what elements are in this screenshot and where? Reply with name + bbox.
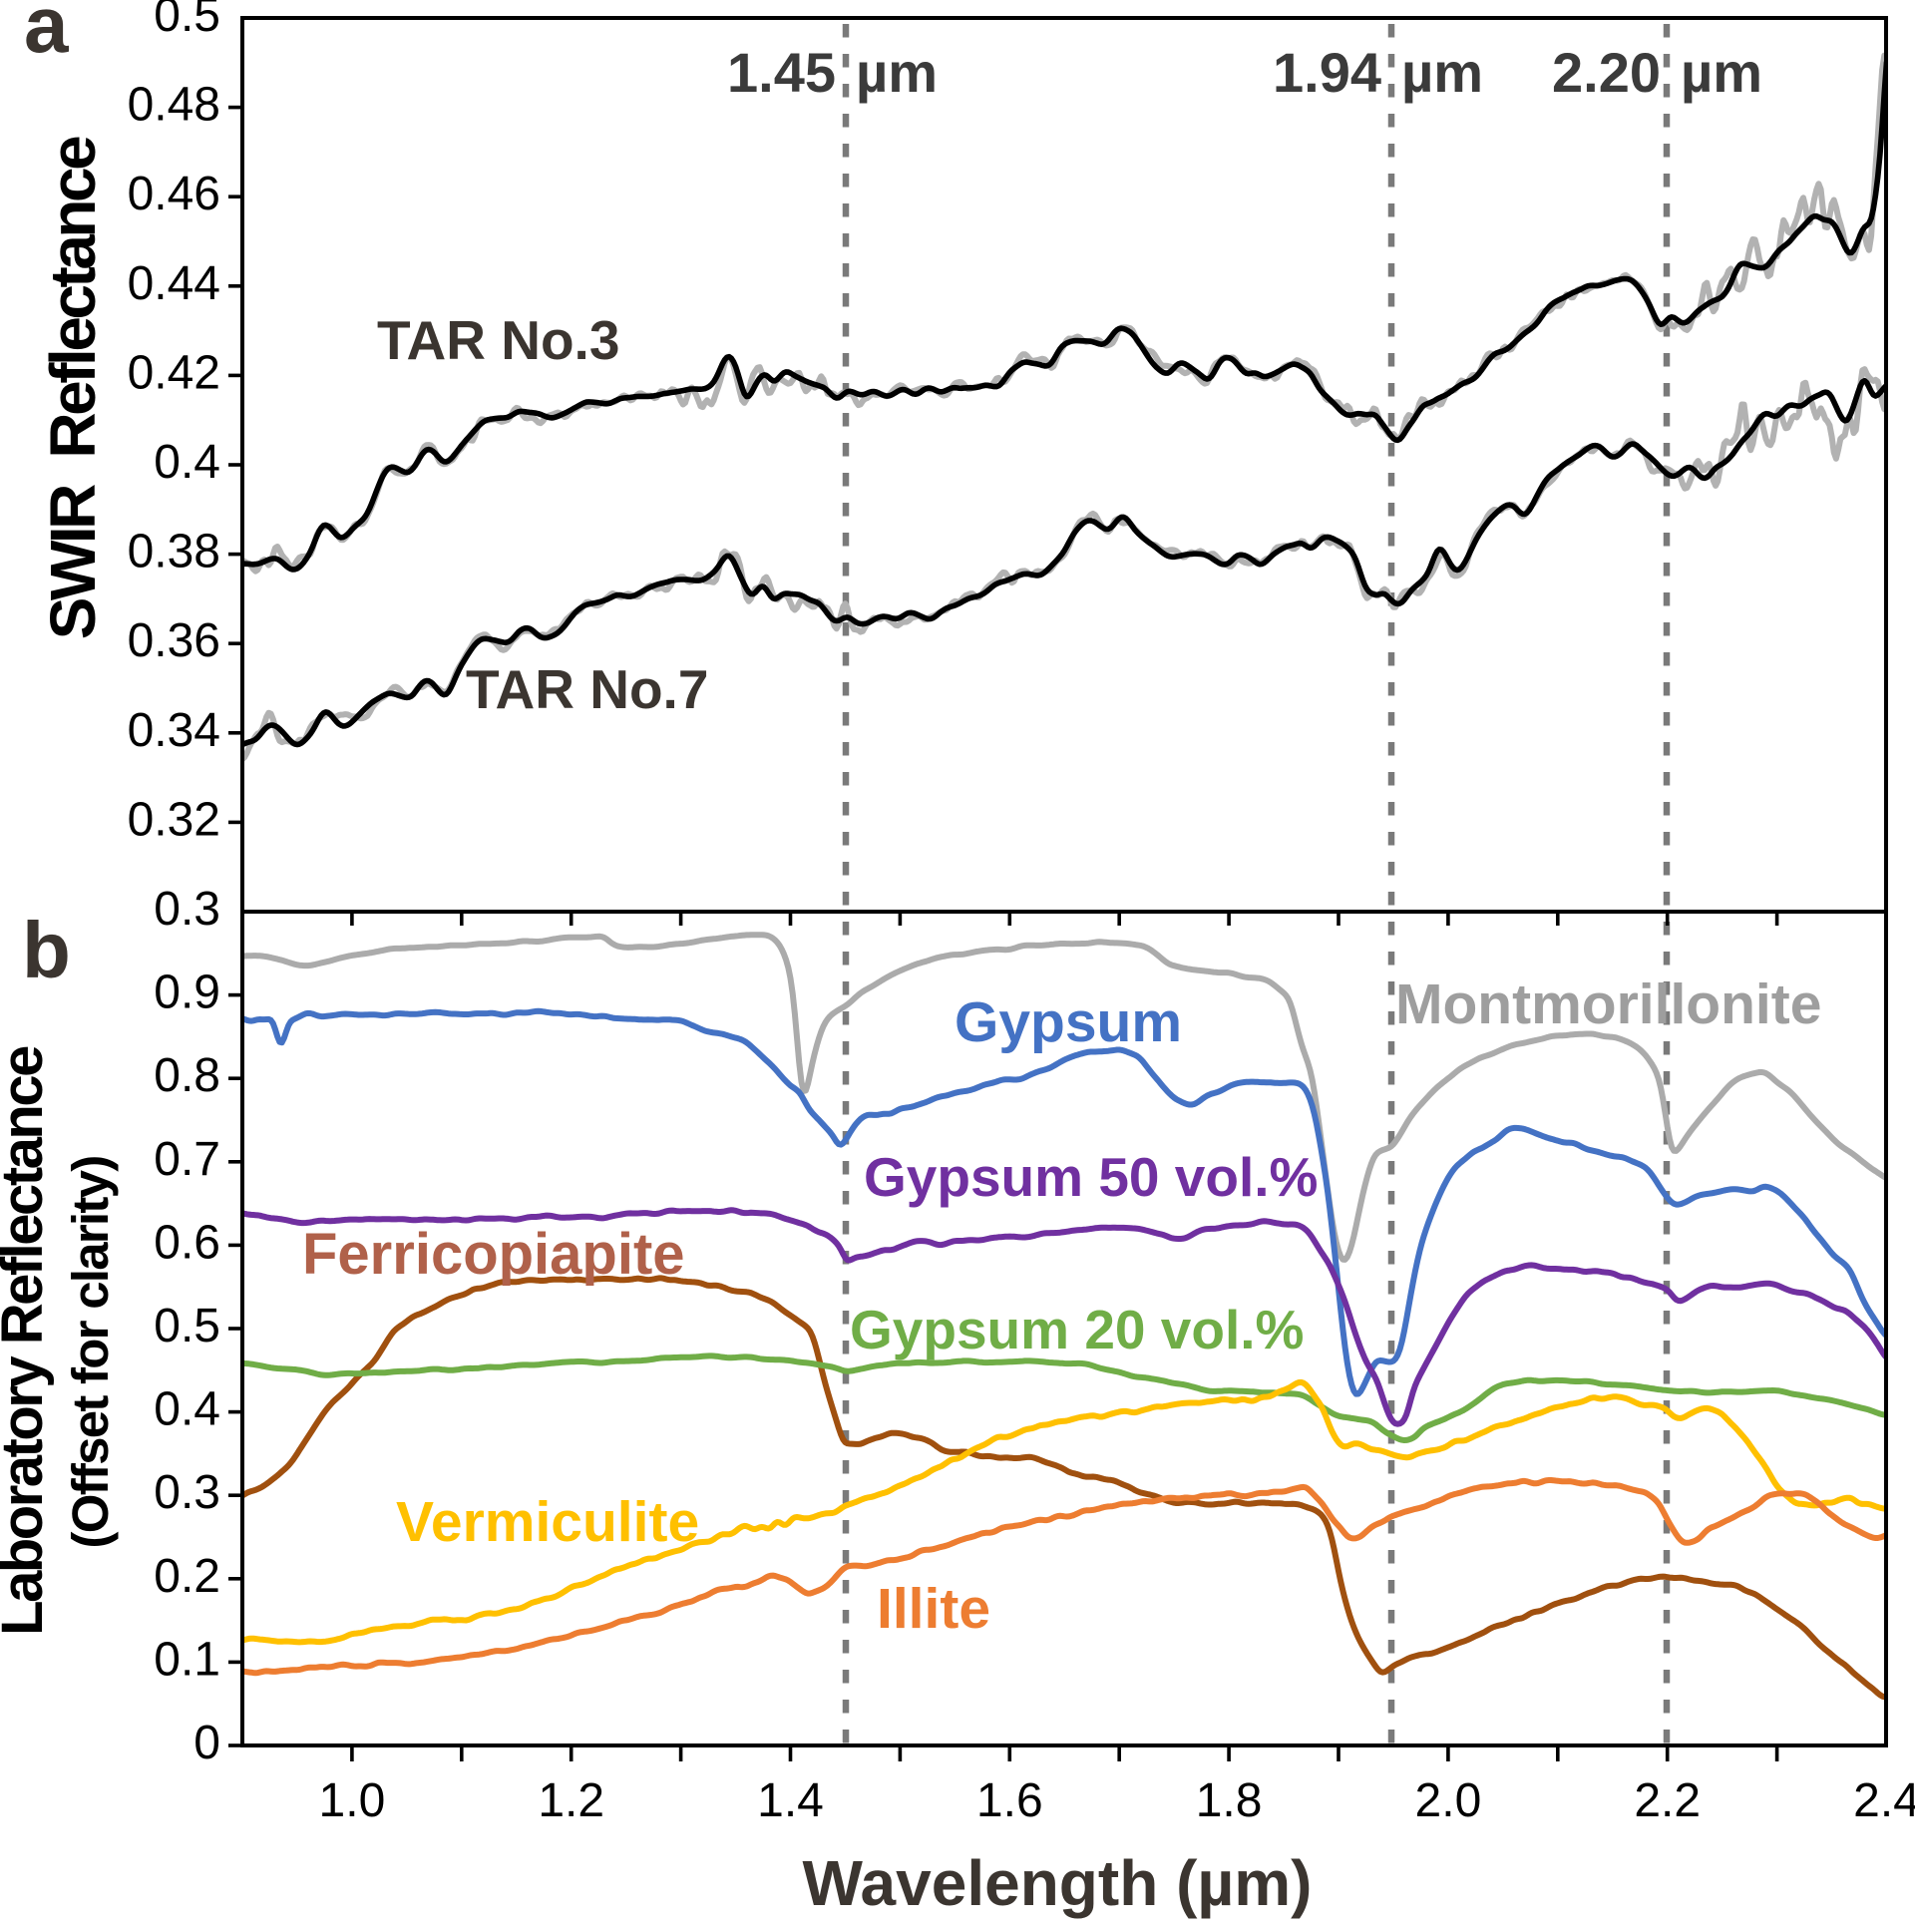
svg-text:0.6: 0.6 bbox=[154, 1216, 220, 1269]
svg-text:0.3: 0.3 bbox=[154, 883, 220, 936]
svg-text:0: 0 bbox=[193, 1717, 220, 1769]
svg-text:0.8: 0.8 bbox=[154, 1049, 220, 1102]
svg-text:(Offset for clarity): (Offset for clarity) bbox=[62, 1157, 119, 1549]
svg-text:0.4: 0.4 bbox=[154, 1383, 220, 1436]
svg-text:Laboratory Reflectance: Laboratory Reflectance bbox=[0, 1046, 55, 1636]
svg-text:Gypsum 20 vol.%: Gypsum 20 vol.% bbox=[850, 1299, 1304, 1360]
svg-text:µm: µm bbox=[1681, 41, 1762, 104]
svg-text:SWIR Reflectance: SWIR Reflectance bbox=[37, 137, 109, 639]
svg-text:1.6: 1.6 bbox=[976, 1774, 1043, 1827]
svg-text:1.45: 1.45 bbox=[727, 41, 836, 104]
svg-text:1.8: 1.8 bbox=[1196, 1774, 1263, 1827]
svg-text:Gypsum: Gypsum bbox=[955, 990, 1182, 1054]
svg-text:a: a bbox=[24, 0, 69, 69]
svg-text:0.38: 0.38 bbox=[128, 526, 220, 579]
svg-text:0.9: 0.9 bbox=[154, 966, 220, 1019]
svg-text:0.5: 0.5 bbox=[154, 1300, 220, 1352]
svg-text:Vermiculite: Vermiculite bbox=[396, 1490, 699, 1554]
svg-text:0.2: 0.2 bbox=[154, 1550, 220, 1603]
svg-text:1.2: 1.2 bbox=[538, 1774, 604, 1827]
svg-text:Ferricopiapite: Ferricopiapite bbox=[302, 1222, 685, 1287]
svg-text:2.20: 2.20 bbox=[1552, 41, 1661, 104]
svg-text:µm: µm bbox=[856, 41, 938, 104]
svg-text:0.44: 0.44 bbox=[128, 257, 220, 310]
svg-text:Wavelength (µm): Wavelength (µm) bbox=[803, 1847, 1313, 1919]
svg-text:0.46: 0.46 bbox=[128, 168, 220, 220]
svg-text:0.7: 0.7 bbox=[154, 1133, 220, 1186]
svg-text:µm: µm bbox=[1401, 41, 1483, 104]
svg-text:1.94: 1.94 bbox=[1273, 41, 1381, 104]
svg-text:0.5: 0.5 bbox=[154, 0, 220, 42]
svg-text:TAR No.3: TAR No.3 bbox=[377, 309, 619, 371]
svg-text:0.3: 0.3 bbox=[154, 1466, 220, 1519]
svg-text:1.4: 1.4 bbox=[757, 1774, 824, 1827]
svg-text:0.42: 0.42 bbox=[128, 346, 220, 399]
svg-text:0.1: 0.1 bbox=[154, 1633, 220, 1686]
svg-text:Illite: Illite bbox=[877, 1577, 990, 1641]
svg-text:0.34: 0.34 bbox=[128, 704, 220, 757]
svg-text:b: b bbox=[22, 906, 71, 994]
svg-text:TAR No.7: TAR No.7 bbox=[466, 658, 708, 720]
svg-text:Montmorillonite: Montmorillonite bbox=[1395, 972, 1821, 1036]
svg-text:0.32: 0.32 bbox=[128, 793, 220, 846]
svg-text:0.48: 0.48 bbox=[128, 79, 220, 132]
svg-text:2.2: 2.2 bbox=[1634, 1774, 1701, 1827]
svg-text:Gypsum 50 vol.%: Gypsum 50 vol.% bbox=[864, 1146, 1318, 1208]
svg-text:0.4: 0.4 bbox=[154, 436, 220, 489]
svg-text:0.36: 0.36 bbox=[128, 614, 220, 667]
svg-text:2.4: 2.4 bbox=[1853, 1774, 1915, 1827]
svg-text:1.0: 1.0 bbox=[319, 1774, 386, 1827]
svg-text:2.0: 2.0 bbox=[1415, 1774, 1482, 1827]
